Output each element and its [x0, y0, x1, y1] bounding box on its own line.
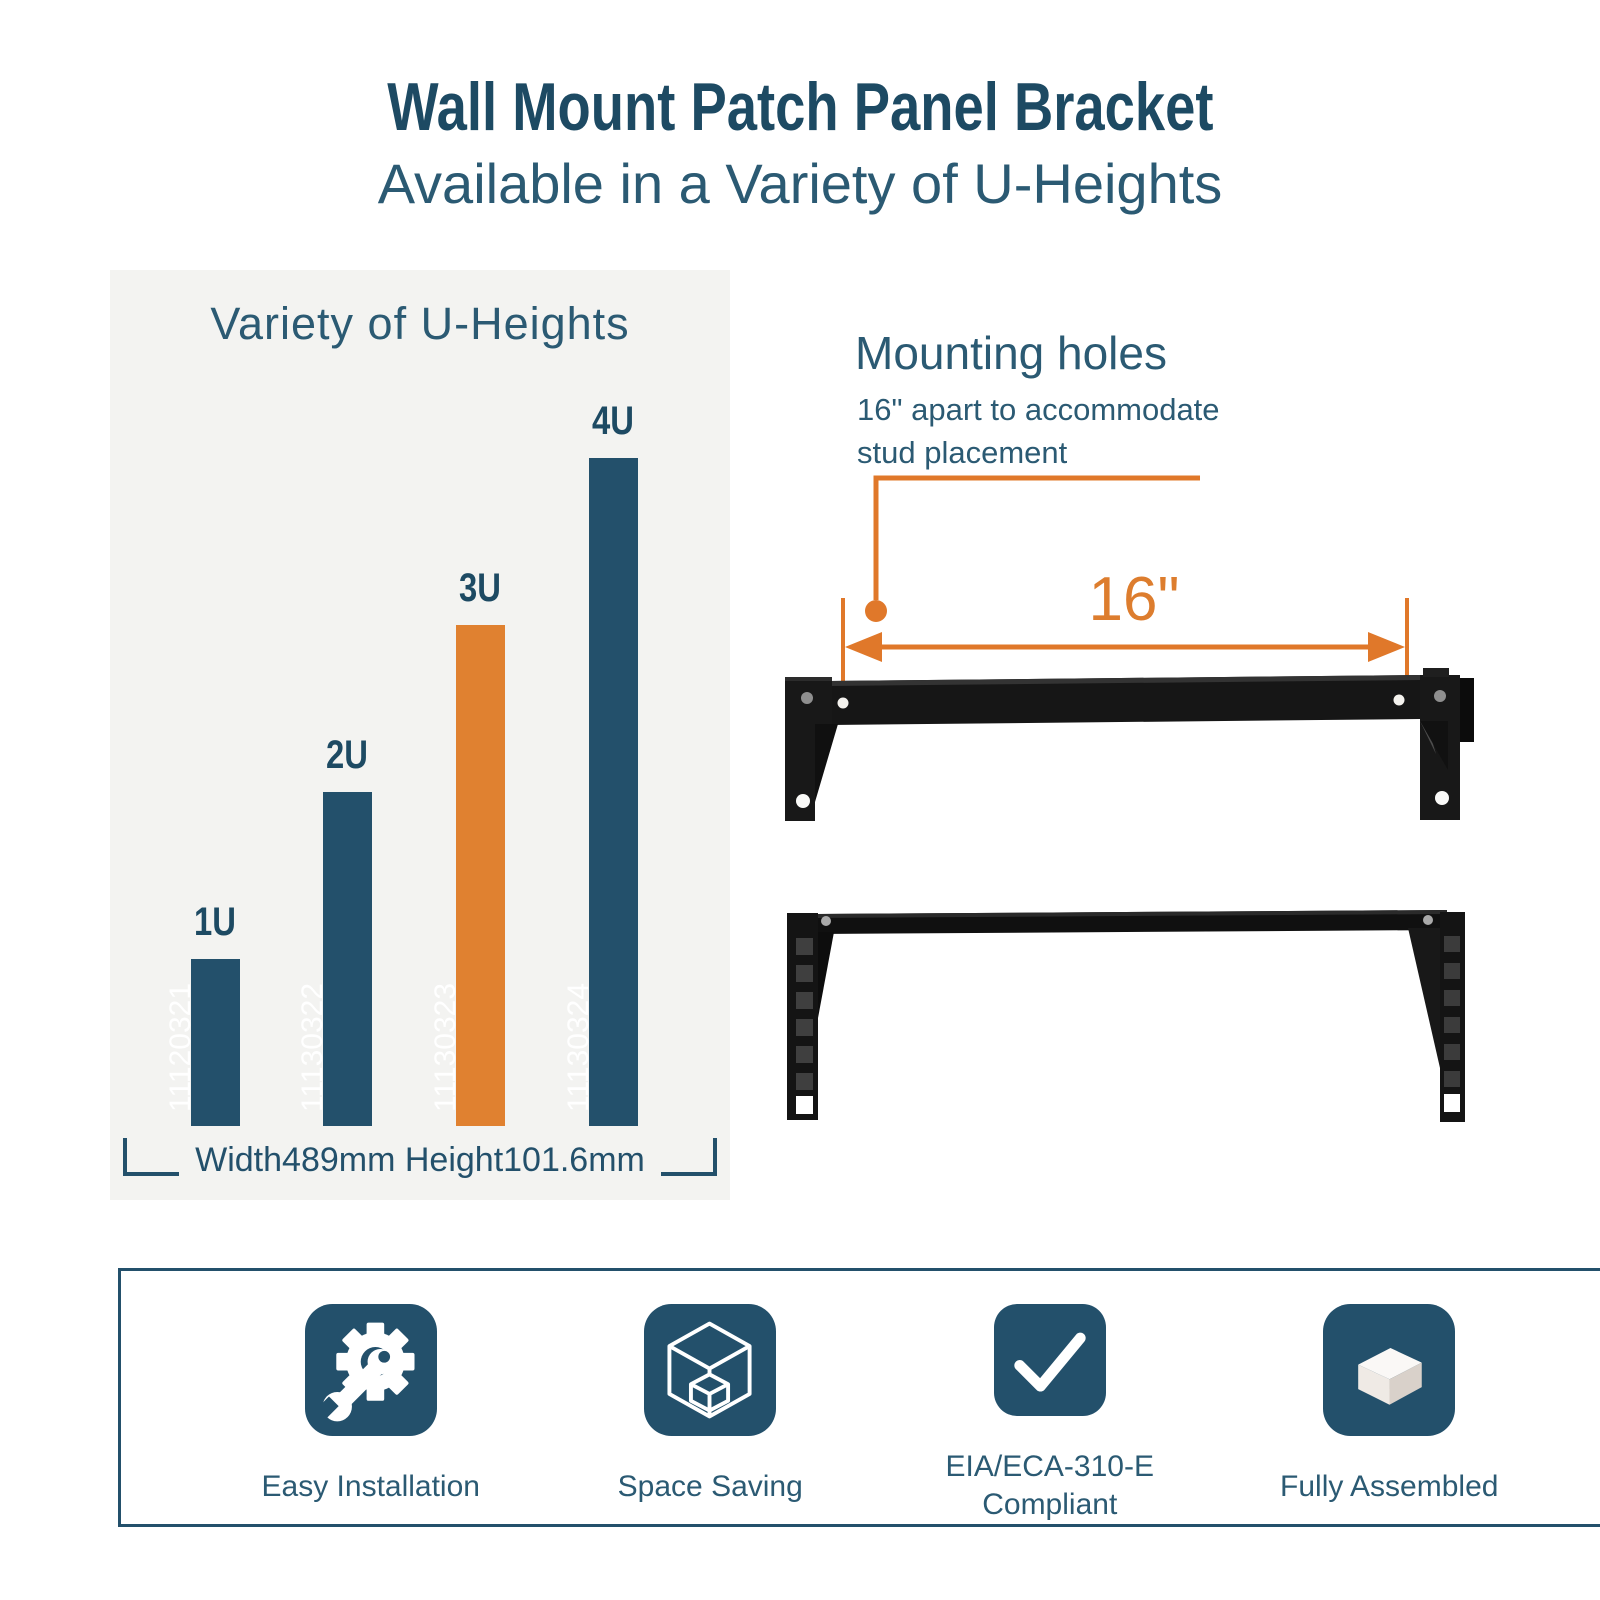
- feature-compliant: EIA/ECA-310-E Compliant: [880, 1271, 1220, 1524]
- bracket-left-glyph: [123, 1138, 180, 1176]
- cube-outline-icon: [644, 1304, 777, 1436]
- bar-column-3u: 3U 11130323: [420, 270, 540, 1200]
- mounting-holes-heading: Mounting holes: [855, 327, 1167, 379]
- feature-easy-installation: Easy Installation: [201, 1271, 541, 1524]
- chart-dimension-text: Width489mm Height101.6mm: [195, 1140, 645, 1179]
- feature-label: Space Saving: [617, 1470, 803, 1503]
- feature-label: EIA/ECA-310-E Compliant: [945, 1450, 1154, 1521]
- page-subtitle: Available in a Variety of U-Heights: [377, 152, 1223, 215]
- mounting-hole-right: [1393, 694, 1405, 706]
- bar-category-label: 1U: [194, 900, 236, 944]
- wall-hole-left-bottom: [796, 794, 810, 808]
- feature-label: Easy Installation: [261, 1470, 480, 1503]
- mounting-desc-line2: stud placement: [857, 435, 1068, 470]
- bar-category-label: 4U: [592, 399, 634, 443]
- bar-3u: 11130323: [429, 625, 505, 1126]
- dimension-16in-label: 16": [1088, 565, 1180, 634]
- bar-column-2u: 2U 11130322: [287, 270, 407, 1200]
- bracket-right-glyph: [660, 1138, 717, 1176]
- bar-category-label: 2U: [326, 733, 368, 777]
- rail-screw-right: [1423, 915, 1433, 925]
- wall-hole-left-top: [801, 692, 813, 704]
- bar-part-number: 11130322: [296, 982, 329, 1112]
- feature-label: Fully Assembled: [1280, 1470, 1499, 1503]
- bar-1u: 11120321: [164, 959, 240, 1126]
- bar-2u: 11130322: [296, 792, 372, 1126]
- page-title-text: Wall Mount Patch Panel Bracket: [386, 69, 1214, 145]
- box-3d-icon: [1323, 1304, 1456, 1436]
- u-height-chart-panel: Variety of U-Heights 1U 11120321 2U 1113032…: [110, 270, 730, 1200]
- bar-column-4u: 4U 11130324: [553, 270, 673, 1200]
- mounting-desc-line1: 16" apart to accommodate: [857, 392, 1220, 427]
- callout-dot: [865, 600, 887, 622]
- bracket-photo-4u: [787, 910, 1465, 1122]
- checkmark-icon: [993, 1304, 1106, 1416]
- chart-title: Variety of U-Heights: [210, 298, 630, 349]
- mounting-holes-description: 16" apart to accommodate stud placement: [857, 388, 1220, 474]
- bar-part-number: 11130324: [562, 982, 595, 1112]
- bar-4u: 11130324: [562, 458, 638, 1126]
- rail-screw-left: [821, 916, 831, 926]
- mounting-hole-left: [837, 697, 849, 709]
- feature-space-saving: Space Saving: [541, 1271, 881, 1524]
- feature-fully-assembled: Fully Assembled: [1220, 1271, 1560, 1524]
- bracket-photo-1u: [785, 668, 1474, 821]
- product-diagram: [785, 475, 1474, 1122]
- bar-column-1u: 1U 11120321: [155, 270, 275, 1200]
- feature-box: Easy Installation Space Saving: [118, 1268, 1600, 1527]
- bar-category-label: 3U: [459, 566, 501, 610]
- chart-dimension-note: Width489mm Height101.6mm: [123, 1130, 717, 1190]
- bar-group: 1U 11120321 2U 11130322 3U 11130323 4U 11130324: [110, 270, 730, 1200]
- bar-part-number: 11130323: [429, 982, 462, 1112]
- wrench-gear-icon: [304, 1304, 437, 1436]
- wall-hole-right-bottom: [1435, 791, 1449, 805]
- wall-hole-right-top: [1434, 690, 1446, 702]
- bar-part-number: 11120321: [164, 982, 197, 1112]
- page-title: Wall Mount Patch Panel Bracket: [0, 70, 1600, 144]
- callout-line: [865, 475, 1200, 622]
